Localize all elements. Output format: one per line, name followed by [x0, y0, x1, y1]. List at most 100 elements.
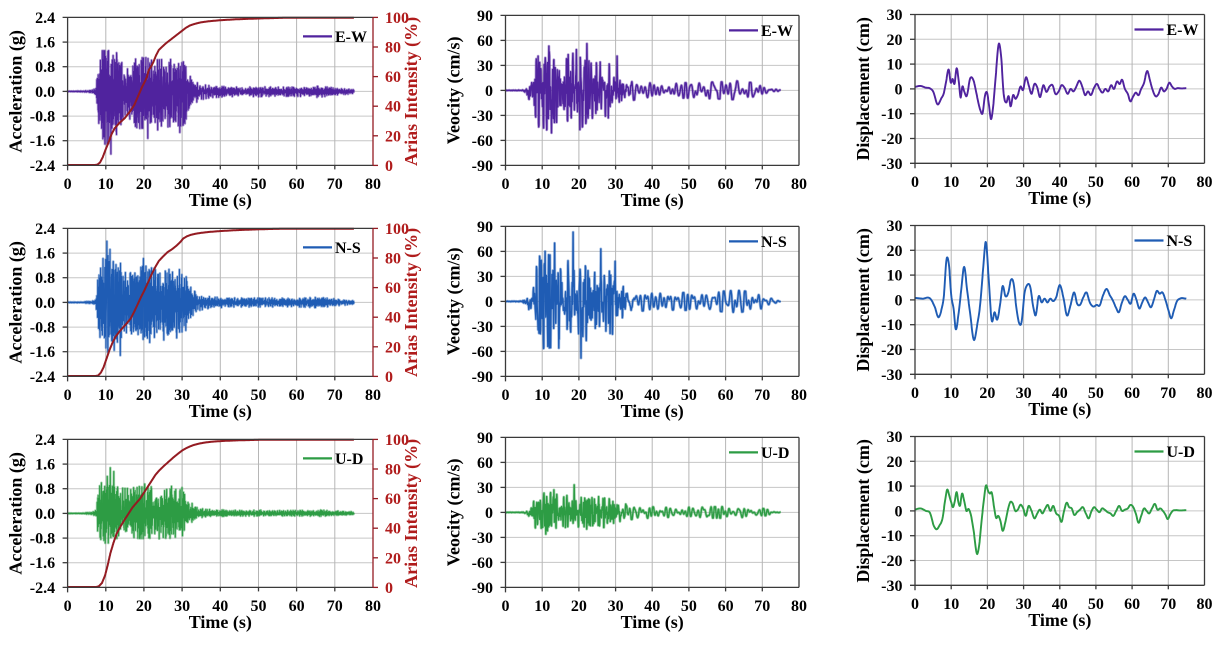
svg-text:1.6: 1.6	[35, 246, 55, 263]
svg-text:-60: -60	[472, 133, 493, 150]
svg-text:30: 30	[608, 387, 624, 404]
svg-text:30: 30	[174, 387, 190, 404]
svg-text:Time (s): Time (s)	[1028, 399, 1091, 420]
svg-text:-90: -90	[472, 369, 493, 386]
svg-text:Time (s): Time (s)	[189, 190, 252, 211]
svg-text:-30: -30	[472, 530, 493, 547]
svg-text:20: 20	[887, 32, 903, 49]
svg-text:Displacement (cm): Displacement (cm)	[853, 228, 874, 371]
svg-text:60: 60	[477, 455, 493, 472]
svg-text:10: 10	[98, 387, 114, 404]
svg-text:20: 20	[136, 176, 152, 193]
svg-text:80: 80	[385, 462, 401, 479]
svg-text:N-S: N-S	[1167, 233, 1193, 250]
svg-text:Time (s): Time (s)	[1028, 610, 1091, 631]
svg-text:20: 20	[385, 128, 401, 145]
svg-text:2.4: 2.4	[35, 10, 55, 27]
svg-text:-20: -20	[881, 131, 902, 148]
svg-text:0: 0	[385, 580, 393, 597]
svg-text:70: 70	[327, 387, 343, 404]
svg-text:90: 90	[477, 430, 493, 447]
svg-text:N-S: N-S	[335, 240, 361, 257]
svg-text:-1.6: -1.6	[30, 344, 55, 361]
svg-text:50: 50	[681, 598, 697, 615]
svg-text:-10: -10	[881, 528, 902, 545]
svg-text:0: 0	[502, 387, 510, 404]
svg-text:50: 50	[251, 598, 267, 615]
svg-text:-30: -30	[472, 319, 493, 336]
svg-text:60: 60	[477, 244, 493, 261]
svg-text:50: 50	[681, 176, 697, 193]
svg-text:20: 20	[136, 387, 152, 404]
svg-text:0: 0	[911, 174, 919, 191]
svg-text:Arias Intensity (%): Arias Intensity (%)	[401, 17, 422, 166]
svg-text:20: 20	[979, 385, 995, 402]
svg-text:10: 10	[943, 596, 959, 613]
svg-text:-20: -20	[881, 342, 902, 359]
svg-text:60: 60	[385, 491, 401, 508]
svg-text:1.6: 1.6	[35, 35, 55, 52]
svg-text:30: 30	[477, 480, 493, 497]
svg-text:10: 10	[943, 174, 959, 191]
svg-text:70: 70	[1160, 596, 1176, 613]
svg-text:50: 50	[251, 176, 267, 193]
svg-text:Time (s): Time (s)	[621, 612, 684, 633]
svg-text:20: 20	[385, 550, 401, 567]
svg-text:0: 0	[502, 598, 510, 615]
svg-text:10: 10	[887, 479, 903, 496]
svg-text:20: 20	[979, 174, 995, 191]
svg-text:-1.6: -1.6	[30, 133, 55, 150]
svg-text:Acceleration (g): Acceleration (g)	[6, 452, 27, 574]
svg-text:E-W: E-W	[1167, 22, 1199, 39]
svg-text:70: 70	[327, 598, 343, 615]
svg-text:30: 30	[608, 598, 624, 615]
svg-text:-30: -30	[881, 156, 902, 173]
svg-text:0.8: 0.8	[35, 270, 55, 287]
svg-text:0: 0	[895, 81, 903, 98]
svg-text:40: 40	[385, 521, 401, 538]
svg-text:40: 40	[385, 99, 401, 116]
svg-text:50: 50	[681, 387, 697, 404]
svg-text:90: 90	[477, 8, 493, 25]
svg-text:40: 40	[644, 598, 660, 615]
svg-text:10: 10	[887, 268, 903, 285]
svg-text:100: 100	[385, 432, 409, 449]
svg-text:-0.8: -0.8	[30, 531, 55, 548]
svg-text:20: 20	[979, 596, 995, 613]
svg-text:-30: -30	[881, 367, 902, 384]
svg-text:Displacement (cm): Displacement (cm)	[853, 439, 874, 582]
svg-text:20: 20	[887, 454, 903, 471]
svg-text:60: 60	[718, 176, 734, 193]
svg-text:80: 80	[365, 176, 381, 193]
svg-text:-1.6: -1.6	[30, 555, 55, 572]
svg-text:Time (s): Time (s)	[189, 612, 252, 633]
svg-text:-2.4: -2.4	[30, 580, 55, 597]
svg-text:60: 60	[718, 387, 734, 404]
svg-text:80: 80	[385, 40, 401, 57]
svg-text:0: 0	[502, 176, 510, 193]
svg-text:Acceleration (g): Acceleration (g)	[6, 30, 27, 152]
svg-text:10: 10	[887, 57, 903, 74]
svg-text:-10: -10	[881, 106, 902, 123]
svg-text:30: 30	[887, 218, 903, 235]
svg-text:60: 60	[385, 69, 401, 86]
svg-text:70: 70	[327, 176, 343, 193]
svg-text:0: 0	[895, 292, 903, 309]
svg-text:80: 80	[791, 176, 807, 193]
svg-text:-60: -60	[472, 555, 493, 572]
svg-text:0: 0	[64, 176, 72, 193]
svg-text:0: 0	[385, 158, 393, 175]
svg-text:30: 30	[174, 598, 190, 615]
svg-text:20: 20	[571, 176, 587, 193]
svg-text:Arias Intensity (%): Arias Intensity (%)	[401, 439, 422, 588]
svg-text:-2.4: -2.4	[30, 369, 55, 386]
svg-text:0: 0	[64, 387, 72, 404]
svg-text:Veocity (cm/s): Veocity (cm/s)	[444, 458, 465, 566]
svg-text:0.0: 0.0	[35, 295, 55, 312]
svg-text:80: 80	[791, 387, 807, 404]
svg-text:-2.4: -2.4	[30, 158, 55, 175]
svg-text:-20: -20	[881, 553, 902, 570]
svg-text:60: 60	[289, 387, 305, 404]
svg-text:0: 0	[64, 598, 72, 615]
svg-text:-0.8: -0.8	[30, 320, 55, 337]
